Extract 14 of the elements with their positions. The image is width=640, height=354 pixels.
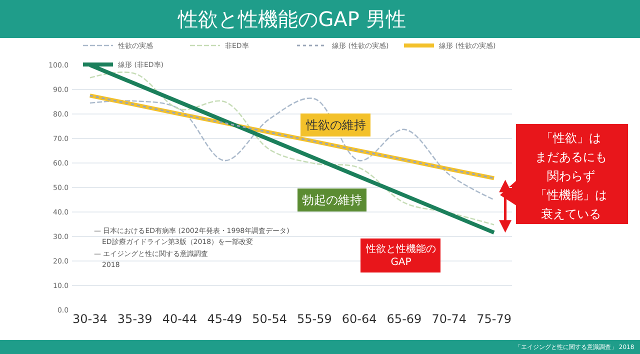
annotation: 性欲の維持 (305, 118, 366, 132)
x-tick-label: 35-39 (117, 312, 152, 326)
x-tick-label: 40-44 (162, 312, 198, 326)
x-tick-label: 50-54 (252, 312, 287, 326)
annotation: 性欲と性機能の GAP (365, 243, 436, 268)
x-tick-label: 75-79 (476, 312, 512, 326)
x-tick-label: 45-49 (207, 312, 242, 326)
x-tick-label: 30-34 (72, 312, 108, 326)
annotation: 勃起の維持 (302, 193, 362, 207)
x-tick-label: 60-64 (342, 312, 377, 326)
x-tick-label: 65-69 (386, 312, 422, 326)
x-tick-label: 70-74 (432, 312, 467, 326)
chart-title: 性欲と性機能のGAP 男性 (177, 7, 406, 31)
x-tick-label: 55-59 (297, 312, 332, 326)
